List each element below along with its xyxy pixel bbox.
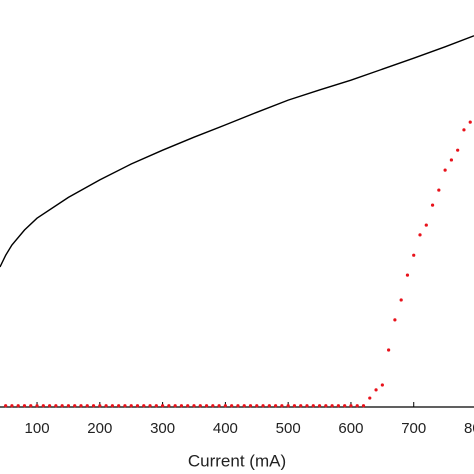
data-point xyxy=(22,404,27,408)
data-point xyxy=(73,404,77,408)
data-point xyxy=(204,404,209,408)
x-tick-label: 300 xyxy=(150,420,175,437)
data-point xyxy=(41,404,45,408)
data-point xyxy=(242,404,246,408)
x-tick-label: 700 xyxy=(401,420,426,437)
data-point xyxy=(349,404,353,408)
x-tick-label: 800 xyxy=(464,420,474,437)
data-point xyxy=(255,404,259,408)
data-point xyxy=(261,404,265,408)
x-tick-label: 500 xyxy=(276,420,301,437)
data-point xyxy=(299,404,303,408)
data-point xyxy=(54,404,58,408)
data-point xyxy=(35,404,39,408)
data-point xyxy=(456,148,460,152)
data-point xyxy=(274,404,278,408)
data-point xyxy=(60,404,64,408)
data-point xyxy=(355,404,359,408)
data-point xyxy=(217,404,221,408)
data-point xyxy=(430,203,435,207)
data-point xyxy=(179,404,184,408)
data-point xyxy=(117,404,121,408)
data-point xyxy=(387,348,391,352)
x-tick-label: 600 xyxy=(338,420,363,437)
data-point xyxy=(286,404,290,408)
data-point xyxy=(443,168,447,172)
data-point xyxy=(223,404,227,408)
data-point xyxy=(29,404,33,408)
data-point xyxy=(374,388,378,392)
data-point xyxy=(211,404,215,408)
x-tick-label: 200 xyxy=(87,420,112,437)
data-point xyxy=(449,158,453,162)
x-axis-label: Current (mA) xyxy=(188,451,286,470)
data-point xyxy=(167,404,171,408)
data-point xyxy=(104,404,108,408)
data-point xyxy=(393,318,397,322)
data-point xyxy=(380,383,384,387)
data-point xyxy=(161,404,165,408)
data-point xyxy=(412,253,416,257)
data-point xyxy=(10,404,14,408)
data-point xyxy=(292,404,297,408)
data-point xyxy=(142,404,146,408)
data-point xyxy=(236,404,240,408)
data-point xyxy=(135,404,140,408)
data-point xyxy=(311,404,315,408)
data-point xyxy=(173,404,177,408)
data-point xyxy=(280,404,284,408)
line xyxy=(0,35,474,268)
data-point xyxy=(47,404,52,408)
data-point xyxy=(424,223,428,227)
data-point xyxy=(198,404,202,408)
data-point xyxy=(4,404,8,408)
data-point xyxy=(248,404,253,408)
data-point xyxy=(110,404,114,408)
data-point xyxy=(437,188,441,192)
data-point xyxy=(405,273,410,277)
data-point xyxy=(148,404,152,408)
data-point xyxy=(154,404,158,408)
x-tick-label: 400 xyxy=(213,420,238,437)
data-point xyxy=(79,404,83,408)
data-point xyxy=(324,404,328,408)
data-point xyxy=(330,404,334,408)
data-point xyxy=(462,128,466,132)
data-point xyxy=(230,404,234,408)
data-point xyxy=(186,404,190,408)
data-point xyxy=(16,404,20,408)
data-point xyxy=(192,404,196,408)
data-point xyxy=(98,404,102,408)
data-point xyxy=(361,404,366,408)
data-point xyxy=(129,404,133,408)
data-point xyxy=(399,298,403,302)
data-point xyxy=(368,396,372,400)
data-point xyxy=(336,404,340,408)
data-point xyxy=(85,404,89,408)
data-point xyxy=(418,233,422,237)
data-point xyxy=(66,404,71,408)
data-point xyxy=(267,404,271,408)
x-tick-label: 100 xyxy=(25,420,50,437)
data-point xyxy=(91,404,96,408)
data-point xyxy=(468,120,472,124)
data-point xyxy=(305,404,309,408)
data-point xyxy=(317,404,322,408)
data-point xyxy=(123,404,127,408)
data-point xyxy=(343,404,347,408)
